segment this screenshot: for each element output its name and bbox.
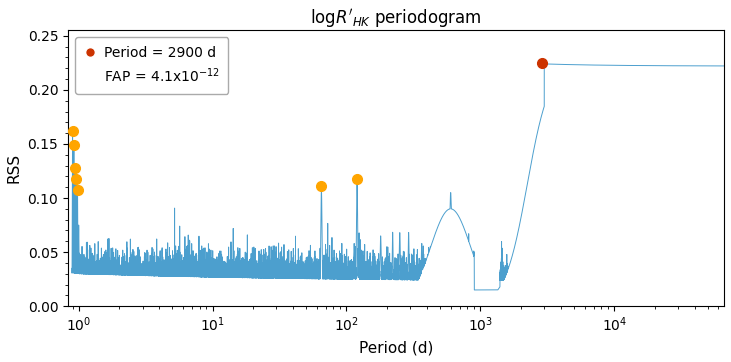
Legend: Period = 2900 d, FAP = 4.1x10$^{-12}$: Period = 2900 d, FAP = 4.1x10$^{-12}$ xyxy=(75,37,228,93)
X-axis label: Period (d): Period (d) xyxy=(359,340,433,355)
Y-axis label: RSS: RSS xyxy=(7,153,22,183)
Title: $\mathrm{log}R'_{HK}$ periodogram: $\mathrm{log}R'_{HK}$ periodogram xyxy=(310,7,482,30)
